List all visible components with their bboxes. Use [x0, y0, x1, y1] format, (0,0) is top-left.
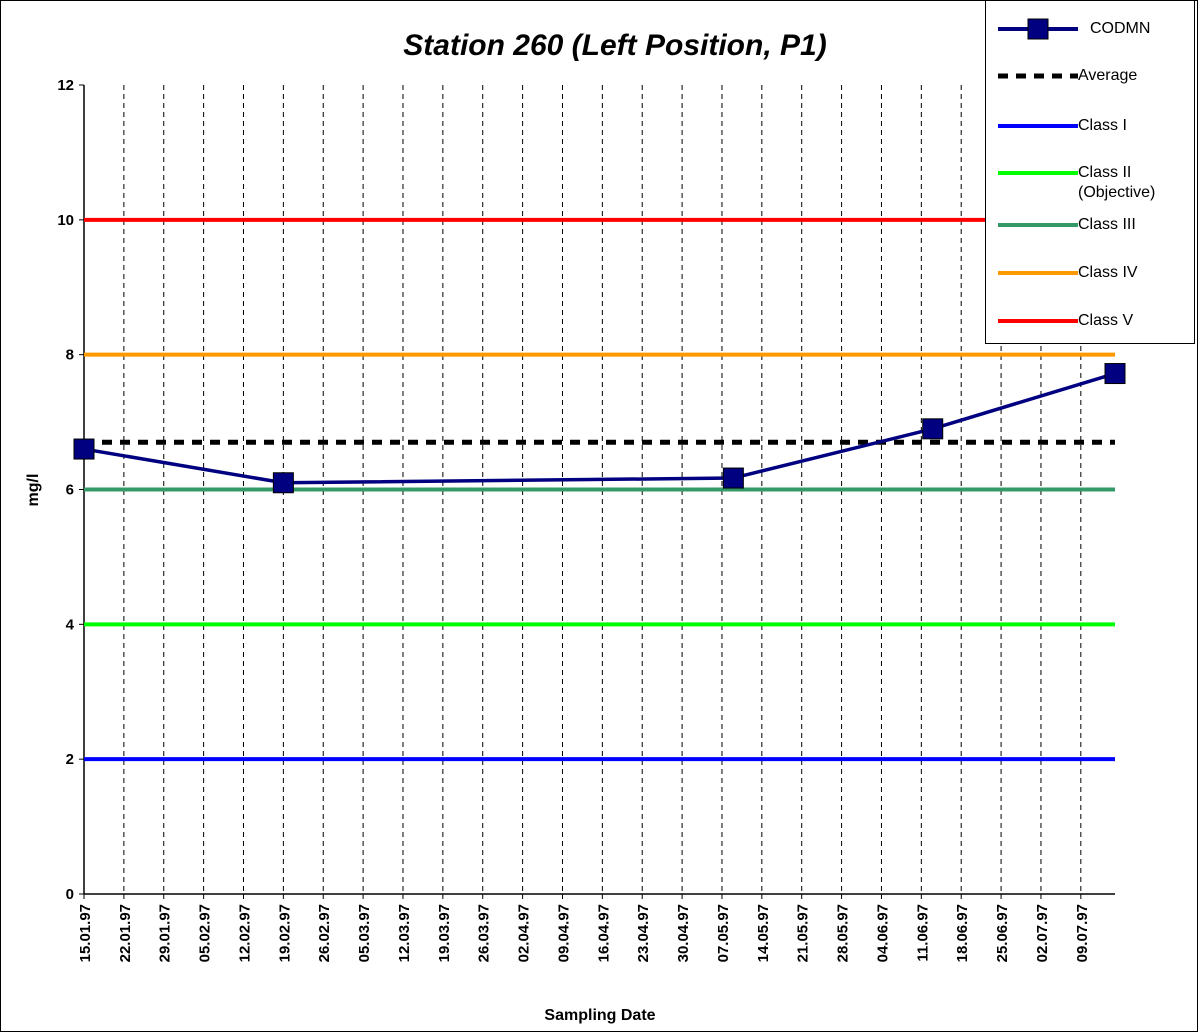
- y-tick-label: 6: [66, 482, 74, 499]
- legend-marker: [1027, 18, 1049, 40]
- legend: CODMN Average Class I Class II (Objective) C…: [985, 0, 1195, 344]
- point-marker: [1104, 363, 1126, 385]
- point-marker: [722, 467, 744, 489]
- y-tick-label: 4: [66, 616, 75, 633]
- x-tick-label: 26.02.97: [316, 904, 333, 962]
- legend-swatch: [998, 271, 1078, 275]
- legend-swatch: [998, 223, 1078, 227]
- x-tick-label: 16.04.97: [595, 904, 612, 962]
- x-tick-label: 02.07.97: [1034, 904, 1051, 962]
- legend-swatch: [998, 319, 1078, 323]
- legend-swatch: [998, 18, 1078, 40]
- point-marker: [73, 438, 95, 460]
- legend-label: Class III: [1078, 216, 1136, 233]
- point-marker: [272, 472, 294, 494]
- x-tick-label: 30.04.97: [675, 904, 692, 962]
- x-tick-label: 11.06.97: [914, 904, 931, 962]
- legend-label: Average: [1078, 67, 1138, 84]
- x-tick-label: 15.01.97: [77, 904, 94, 962]
- legend-label: Class IV: [1078, 264, 1138, 281]
- x-tick-label: 21.05.97: [795, 904, 812, 962]
- x-tick-label: 12.03.97: [396, 904, 413, 962]
- x-tick-label: 07.05.97: [715, 904, 732, 962]
- x-tick-label: 14.05.97: [755, 904, 772, 962]
- legend-label: CODMN: [1090, 20, 1151, 37]
- legend-label: Class V: [1078, 312, 1134, 329]
- point-marker: [922, 418, 944, 440]
- legend-swatch: [998, 124, 1078, 128]
- x-tick-label: 09.07.97: [1074, 904, 1091, 962]
- legend-label: Class II (Objective): [1078, 164, 1156, 201]
- x-tick-label: 04.06.97: [874, 904, 891, 962]
- y-tick-label: 12: [57, 77, 74, 94]
- y-tick-label: 2: [66, 751, 74, 768]
- x-tick-label: 12.02.97: [236, 904, 253, 962]
- x-tick-label: 19.03.97: [436, 904, 453, 962]
- y-tick-label: 8: [66, 347, 74, 364]
- x-tick-label: 09.04.97: [555, 904, 572, 962]
- x-axis-label: Sampling Date: [544, 1007, 655, 1024]
- legend-label: Class I: [1078, 117, 1127, 134]
- y-tick-label: 0: [66, 886, 74, 903]
- legend-swatch: [998, 73, 1078, 79]
- x-tick-label: 26.03.97: [476, 904, 493, 962]
- x-tick-label: 18.06.97: [954, 904, 971, 962]
- x-tick-label: 22.01.97: [117, 904, 134, 962]
- x-tick-label: 28.05.97: [835, 904, 852, 962]
- x-tick-label: 23.04.97: [635, 904, 652, 962]
- y-axis-label: mg/l: [25, 474, 42, 507]
- x-tick-label: 19.02.97: [276, 904, 293, 962]
- y-tick-label: 10: [57, 212, 74, 229]
- x-tick-label: 05.03.97: [356, 904, 373, 962]
- x-tick-label: 05.02.97: [197, 904, 214, 962]
- x-tick-label: 29.01.97: [157, 904, 174, 962]
- legend-swatch: [998, 171, 1078, 175]
- x-tick-label: 02.04.97: [516, 904, 533, 962]
- chart-title: Station 260 (Left Position, P1): [403, 29, 826, 62]
- x-tick-label: 25.06.97: [994, 904, 1011, 962]
